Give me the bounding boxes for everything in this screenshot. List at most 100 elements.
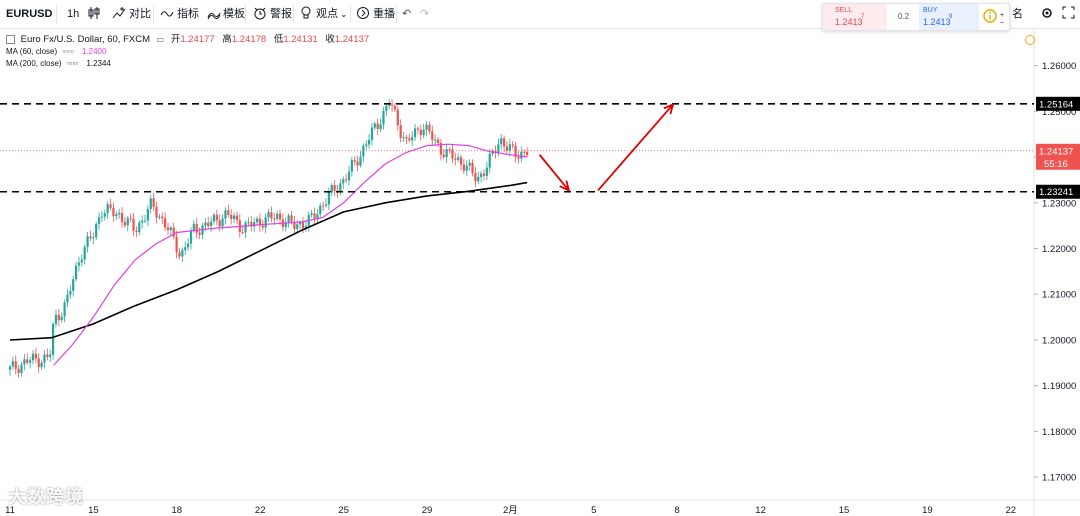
gear-icon[interactable] xyxy=(1040,6,1054,25)
lightbulb-icon[interactable] xyxy=(300,6,312,25)
candle-body xyxy=(388,104,391,106)
candle-body xyxy=(517,157,520,159)
buy-button[interactable] xyxy=(919,4,979,30)
candle-body xyxy=(316,214,319,219)
x-tick-label: 18 xyxy=(172,505,183,516)
x-tick-label: 15 xyxy=(839,505,850,516)
low-value: 1.24131 xyxy=(283,34,318,45)
indicators-button[interactable]: 指标 xyxy=(177,8,199,20)
fullscreen-icon[interactable] xyxy=(1062,6,1075,24)
candle-body xyxy=(482,173,486,176)
symbol-search-button[interactable]: EURUSD xyxy=(6,8,53,20)
sell-price: 1.2413 xyxy=(835,17,863,27)
toolbar-divider xyxy=(153,5,154,23)
compare-button[interactable]: 对比 xyxy=(129,8,151,20)
interval-button[interactable]: 1h xyxy=(67,8,80,20)
candle-body xyxy=(454,158,457,160)
candle-body xyxy=(23,359,26,365)
alarm-clock-icon[interactable] xyxy=(253,6,267,25)
open-label: 开 xyxy=(170,34,181,45)
y-tick-label: 1.26000 xyxy=(1042,61,1076,72)
x-tick-label: 5 xyxy=(591,505,596,516)
candle-body xyxy=(195,223,198,233)
sell-button[interactable] xyxy=(823,4,887,30)
candle-body xyxy=(350,160,353,172)
candle-body xyxy=(500,138,503,145)
candle-body xyxy=(255,218,259,223)
candle-body xyxy=(428,124,431,132)
candle-body xyxy=(100,216,104,218)
candle-body xyxy=(365,144,368,146)
ma200-settings-icon[interactable]: ▫▫▫▫ xyxy=(66,59,79,68)
candles-icon[interactable] xyxy=(88,6,100,25)
sell-price-pip: 7 xyxy=(861,14,865,20)
y-tick-label: 1.17000 xyxy=(1042,473,1076,484)
candle-body xyxy=(345,179,348,181)
candle-body xyxy=(347,171,351,181)
template-icon[interactable] xyxy=(207,6,221,25)
candle-body xyxy=(422,129,425,136)
candle-body xyxy=(221,218,224,227)
candle-body xyxy=(155,206,158,218)
candle-body xyxy=(293,221,296,229)
candle-body xyxy=(54,314,58,325)
candle-body xyxy=(132,218,135,231)
sell-label: SELL xyxy=(835,7,853,14)
close-label: 收 xyxy=(325,34,335,45)
replay-icon[interactable] xyxy=(356,6,370,25)
plus-icon[interactable]: + xyxy=(1000,12,1005,19)
candle-body xyxy=(17,368,20,374)
candle-body xyxy=(235,215,239,221)
minus-icon[interactable]: − xyxy=(1000,20,1005,27)
indicators-icon[interactable] xyxy=(160,6,174,25)
chevron-down-icon[interactable]: ⌄ xyxy=(340,9,348,19)
ma200-legend: MA (200, close) ▫▫▫▫ 1.2344 xyxy=(6,58,369,70)
candle-body xyxy=(362,145,365,157)
watermark-text: 大数跨境 xyxy=(8,487,84,507)
candle-body xyxy=(158,216,161,218)
candle-body xyxy=(480,173,483,177)
candle-body xyxy=(434,139,437,141)
x-tick-label: 11 xyxy=(5,505,15,516)
candle-body xyxy=(181,250,184,257)
redo-icon[interactable]: ↷ xyxy=(420,8,430,20)
candle-body xyxy=(207,222,210,227)
ma60-legend: MA (60, close) ▫▫▫▫ 1.2400 xyxy=(6,46,369,58)
series-title: Euro Fx/U.S. Dollar, 60, FXCM xyxy=(20,34,150,45)
collapse-icon[interactable] xyxy=(6,34,15,44)
eye-icon[interactable]: ▭ xyxy=(156,35,165,44)
candle-body xyxy=(175,236,178,253)
level-price-label: 1.25164 xyxy=(1039,99,1073,110)
candle-body xyxy=(192,223,195,231)
toolbar-divider xyxy=(245,5,246,23)
ma60-settings-icon[interactable]: ▫▫▫▫ xyxy=(62,47,74,56)
candle-body xyxy=(8,366,12,370)
candle-body xyxy=(83,246,86,260)
compare-icon[interactable] xyxy=(112,6,126,25)
replay-button[interactable]: 重播 xyxy=(373,8,395,20)
candle-body xyxy=(138,222,141,233)
candle-body xyxy=(141,220,144,223)
candle-body xyxy=(247,222,250,224)
current-price-label: 1.24137 xyxy=(1039,146,1073,157)
template-button[interactable]: 模板 xyxy=(223,8,245,20)
candle-body xyxy=(324,204,328,206)
candle-body xyxy=(497,144,500,153)
candle-body xyxy=(353,160,356,162)
candle-body xyxy=(439,142,442,155)
candle-body xyxy=(152,198,155,207)
toolbar-divider xyxy=(350,5,351,23)
candle-body xyxy=(109,204,112,208)
price-chart[interactable]: 1.17000 1.18000 1.19000 1.20000 1.21000 1.220… xyxy=(0,29,1080,516)
ideas-button[interactable]: 观点 xyxy=(316,8,338,20)
candle-body xyxy=(485,167,488,176)
alert-button[interactable]: 警报 xyxy=(270,8,292,20)
candle-body xyxy=(313,213,316,219)
buy-price-pip: 9 xyxy=(949,14,953,20)
level-price-tag xyxy=(1036,96,1080,111)
info-icon[interactable] xyxy=(983,9,997,28)
close-value: 1.24137 xyxy=(334,34,370,45)
candle-body xyxy=(451,149,454,159)
bar-countdown-label: 55:16 xyxy=(1044,159,1068,170)
undo-icon[interactable]: ↶ xyxy=(402,8,412,20)
